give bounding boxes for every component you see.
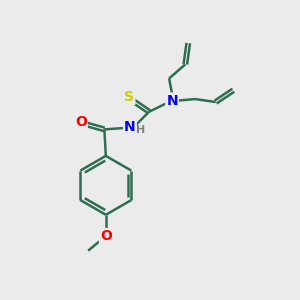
Text: N: N (124, 120, 136, 134)
Text: S: S (124, 90, 134, 104)
Text: O: O (100, 229, 112, 243)
Text: O: O (75, 115, 87, 129)
Text: H: H (136, 125, 145, 135)
Text: N: N (166, 94, 178, 107)
